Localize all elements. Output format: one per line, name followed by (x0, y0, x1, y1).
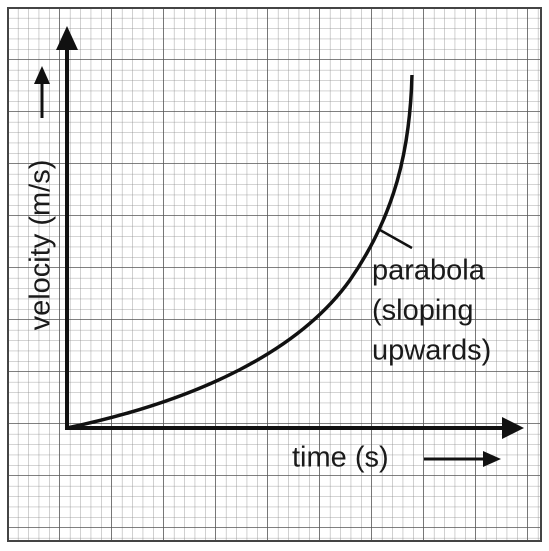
annotation-line: upwards) (372, 335, 491, 367)
y-label-arrowhead (34, 66, 50, 84)
x-axis-label: time (s) (292, 442, 389, 474)
x-axis-arrow (502, 417, 524, 439)
annotation-line: (sloping (372, 295, 474, 327)
grid-border (7, 7, 542, 542)
annotation-line: parabola (372, 255, 486, 287)
y-axis-arrow (56, 26, 78, 50)
y-axis-label: velocity (m/s) (25, 160, 57, 331)
major-grid (8, 8, 541, 541)
annotation-pointer (379, 228, 413, 250)
curve (66, 74, 414, 430)
x-label-arrowhead (483, 451, 501, 467)
